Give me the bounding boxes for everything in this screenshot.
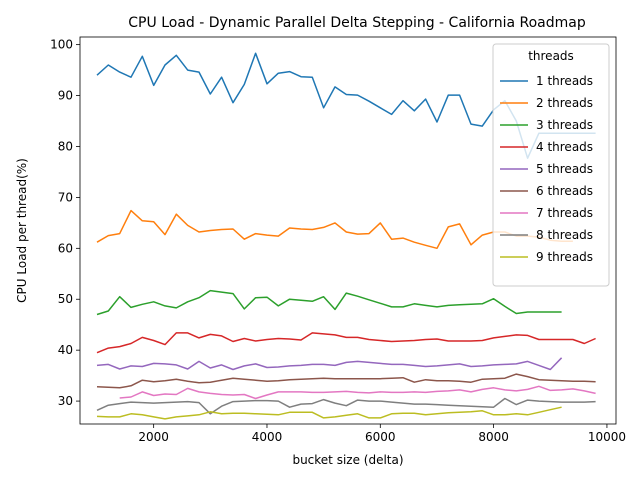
- legend-label: 7 threads: [536, 206, 593, 220]
- x-tick-label: 10000: [588, 430, 626, 444]
- y-tick-label: 50: [58, 292, 73, 306]
- y-tick-label: 60: [58, 241, 73, 255]
- x-tick-label: 4000: [252, 430, 283, 444]
- legend: threads 1 threads 2 threads 3 threads 4 thr…: [492, 43, 610, 287]
- series-line-9: [96, 406, 562, 420]
- y-tick-label: 70: [58, 190, 73, 204]
- series-line-5: [96, 357, 563, 371]
- series-line-4: [96, 332, 596, 354]
- y-tick-label: 100: [50, 38, 73, 52]
- x-axis-label: bucket size (delta): [292, 453, 403, 467]
- legend-items: 1 threads 2 threads 3 threads 4 threads 5 th…: [500, 74, 593, 264]
- legend-label: 9 threads: [536, 250, 593, 264]
- legend-label: 5 threads: [536, 162, 593, 176]
- legend-label: 1 threads: [536, 74, 593, 88]
- legend-label: 8 threads: [536, 228, 593, 242]
- y-tick-label: 80: [58, 139, 73, 153]
- series-line-3: [96, 289, 562, 316]
- legend-box: [492, 43, 610, 287]
- y-axis-label: CPU Load per thread(%): [15, 158, 29, 303]
- x-tick-label: 2000: [138, 430, 169, 444]
- series-line-7: [119, 385, 596, 400]
- legend-title: threads: [528, 49, 574, 63]
- x-tick-label: 6000: [365, 430, 396, 444]
- y-tick-label: 90: [58, 89, 73, 103]
- legend-label: 6 threads: [536, 184, 593, 198]
- series-layer: [96, 52, 596, 420]
- y-tick-label: 30: [58, 394, 73, 408]
- legend-label: 2 threads: [536, 96, 593, 110]
- series-line-6: [96, 373, 596, 389]
- x-tick-label: 8000: [478, 430, 509, 444]
- series-line-8: [96, 397, 596, 415]
- plot-frame: [79, 36, 617, 425]
- axes-layer: 2000 4000 6000 8000 10000 30 40 50 60 70 80 90 100: [50, 38, 626, 444]
- legend-label: 3 threads: [536, 118, 593, 132]
- y-tick-label: 40: [58, 343, 73, 357]
- legend-label: 4 threads: [536, 140, 593, 154]
- chart-title: CPU Load - Dynamic Parallel Delta Steppi…: [128, 15, 586, 31]
